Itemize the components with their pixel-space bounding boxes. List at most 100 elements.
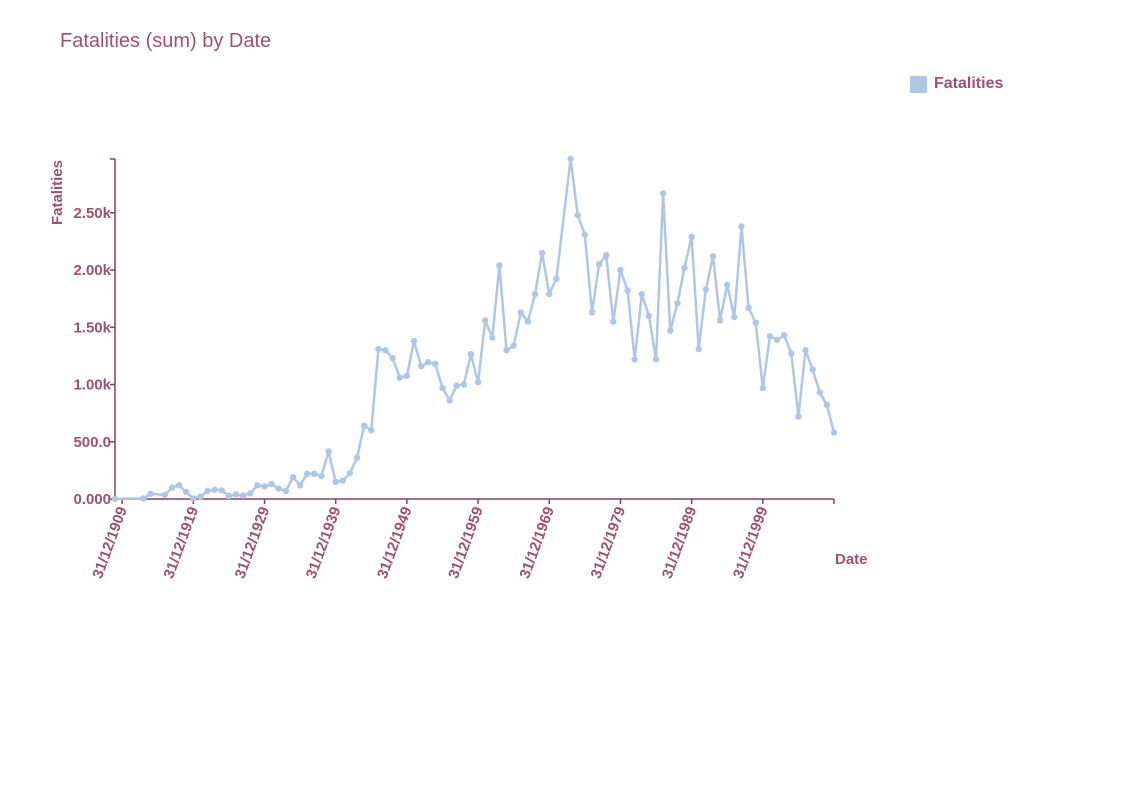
y-tick-label: 500.0 [73, 434, 111, 451]
data-point [389, 355, 396, 362]
data-point [425, 359, 432, 366]
data-point [702, 286, 710, 293]
data-point [788, 350, 795, 357]
data-point [802, 347, 809, 354]
data-point [275, 485, 282, 492]
x-tick-label: 31/12/1959 [445, 505, 487, 581]
data-point [247, 490, 254, 497]
data-point [304, 470, 311, 477]
data-point [503, 347, 510, 354]
y-axis-ticks: 0.000 500.0 1.00k 1.50k 2.00k 2.50k [73, 205, 115, 508]
data-point [289, 474, 297, 481]
data-point [197, 493, 204, 500]
data-point [489, 334, 496, 341]
x-tick-label: 31/12/1989 [659, 505, 701, 581]
data-point [111, 495, 119, 502]
data-point [809, 366, 816, 373]
data-point [517, 309, 524, 316]
data-point [168, 484, 176, 491]
data-point [830, 429, 838, 436]
data-point [823, 401, 831, 409]
data-point [681, 264, 688, 271]
x-tick-label: 31/12/1909 [89, 505, 131, 581]
data-point [795, 413, 802, 420]
data-point [759, 384, 766, 392]
data-point [624, 287, 631, 294]
data-point [296, 482, 304, 489]
data-point [709, 253, 717, 260]
legend: Fatalities [910, 75, 1003, 93]
data-point [766, 333, 774, 340]
y-axis-title: Fatalities [49, 160, 66, 225]
data-point [147, 490, 154, 497]
data-point [417, 363, 425, 370]
data-point [460, 381, 467, 388]
data-point [496, 262, 503, 269]
data-point [773, 336, 781, 344]
x-axis-title: Date [835, 551, 868, 568]
data-point [752, 319, 759, 326]
data-point [667, 327, 674, 334]
data-point [446, 397, 453, 404]
y-tick-label: 1.50k [73, 319, 111, 336]
legend-swatch [910, 75, 927, 93]
data-point [745, 304, 752, 311]
data-point [546, 290, 553, 298]
data-point [524, 318, 532, 325]
data-point [695, 345, 702, 353]
data-point [674, 300, 681, 307]
data-point [724, 281, 731, 289]
data-point [716, 317, 724, 324]
data-point [553, 275, 560, 282]
data-point [731, 313, 738, 321]
data-point [403, 372, 411, 380]
data-point [261, 483, 268, 490]
y-tick-label: 2.50k [73, 205, 111, 222]
data-point [211, 486, 218, 493]
data-point [410, 337, 418, 345]
data-point [439, 384, 446, 392]
data-point [631, 356, 638, 363]
data-point [453, 382, 460, 389]
data-point [688, 233, 695, 240]
y-tick-label: 0.000 [73, 491, 111, 508]
data-point [375, 345, 382, 353]
data-point [432, 360, 439, 368]
data-point [353, 454, 361, 461]
data-point [567, 155, 574, 163]
data-point [282, 487, 290, 495]
data-point [638, 290, 645, 298]
data-point [610, 318, 617, 325]
data-point [361, 422, 368, 429]
legend-label: Fatalities [934, 75, 1004, 92]
data-point [781, 332, 788, 339]
data-point [332, 478, 339, 485]
data-point [218, 487, 225, 494]
chart-title: Fatalities (sum) by Date [60, 30, 272, 52]
data-point [311, 470, 318, 477]
data-point [161, 491, 168, 499]
data-point [396, 374, 403, 381]
axes [110, 158, 835, 504]
data-point [190, 495, 197, 502]
x-axis-ticks: 31/12/1909 31/12/1919 31/12/1929 31/12/1939… [89, 499, 772, 581]
data-point [474, 379, 482, 386]
data-point [325, 448, 332, 455]
x-tick-label: 31/12/1949 [374, 505, 416, 581]
data-point [588, 309, 596, 316]
data-point [382, 347, 389, 354]
data-point [232, 491, 240, 498]
data-point [531, 290, 539, 298]
data-point [617, 266, 624, 274]
data-point [652, 356, 660, 363]
data-point [225, 492, 233, 500]
data-point [538, 249, 546, 257]
data-point [254, 482, 261, 489]
data-point [816, 389, 823, 396]
x-tick-label: 31/12/1929 [232, 505, 274, 581]
data-point [204, 487, 211, 495]
series-line-fatalities [114, 157, 836, 501]
data-point [738, 223, 745, 230]
data-point [346, 470, 354, 477]
